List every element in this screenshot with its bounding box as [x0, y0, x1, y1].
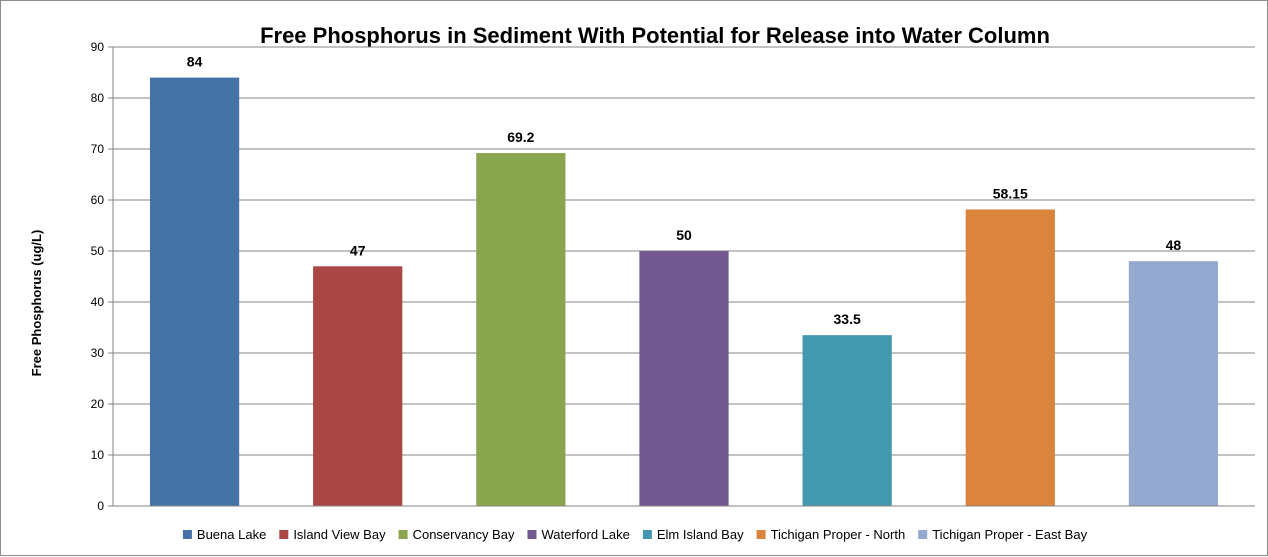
data-label: 84: [187, 54, 203, 70]
y-axis-ticks: 0 10 20 30 40 50 60 70 80 90: [91, 40, 113, 513]
y-tick-label: 0: [97, 499, 104, 513]
data-label: 58.15: [993, 185, 1028, 201]
data-label: 47: [350, 242, 366, 258]
legend-item: Elm Island Bay: [642, 527, 744, 542]
y-tick-label: 60: [91, 193, 105, 207]
y-tick-label: 20: [91, 397, 105, 411]
legend-label: Island View Bay: [293, 527, 386, 542]
y-tick-label: 50: [91, 244, 105, 258]
legend-swatch: [756, 530, 766, 539]
legend-label: Tichigan Proper - North: [771, 527, 906, 542]
legend-item: Conservancy Bay: [398, 527, 515, 542]
legend-item: Tichigan Proper - North: [756, 527, 906, 542]
legend-swatch: [642, 530, 652, 539]
legend-label: Buena Lake: [197, 527, 266, 542]
legend-item: Tichigan Proper - East Bay: [918, 527, 1088, 542]
legend-item: Buena Lake: [182, 527, 266, 542]
data-labels: 84 47 69.2 50 33.5 58.15 48: [187, 54, 1182, 328]
bars: [149, 77, 1219, 506]
y-tick-label: 70: [91, 142, 105, 156]
bar: [802, 335, 892, 506]
legend-label: Conservancy Bay: [413, 527, 515, 542]
bar: [313, 266, 403, 506]
legend-swatch: [918, 530, 928, 539]
legend-swatch: [398, 530, 408, 539]
y-tick-label: 40: [91, 295, 105, 309]
y-tick-label: 30: [91, 346, 105, 360]
data-label: 48: [1166, 237, 1182, 253]
bar: [1128, 261, 1219, 506]
y-axis-label: Free Phosphorus (ug/L): [29, 230, 44, 377]
data-label: 33.5: [834, 311, 861, 327]
y-tick-label: 80: [91, 91, 105, 105]
data-label: 50: [676, 227, 692, 243]
legend-item: Island View Bay: [279, 527, 386, 542]
legend-label: Waterford Lake: [541, 527, 629, 542]
legend-swatch: [527, 530, 537, 539]
legend: Buena Lake Island View Bay Conservancy Bay…: [182, 527, 1088, 542]
y-tick-label: 90: [91, 40, 105, 54]
bar: [965, 209, 1055, 506]
bar: [149, 77, 240, 506]
legend-swatch: [182, 530, 192, 539]
data-label: 69.2: [507, 129, 534, 145]
legend-label: Elm Island Bay: [657, 527, 744, 542]
y-tick-label: 10: [91, 448, 105, 462]
legend-label: Tichigan Proper - East Bay: [932, 527, 1087, 542]
chart-title: Free Phosphorus in Sediment With Potenti…: [260, 23, 1050, 48]
legend-item: Waterford Lake: [527, 527, 630, 542]
legend-swatch: [279, 530, 289, 539]
bar: [476, 153, 566, 506]
bar: [639, 251, 729, 506]
